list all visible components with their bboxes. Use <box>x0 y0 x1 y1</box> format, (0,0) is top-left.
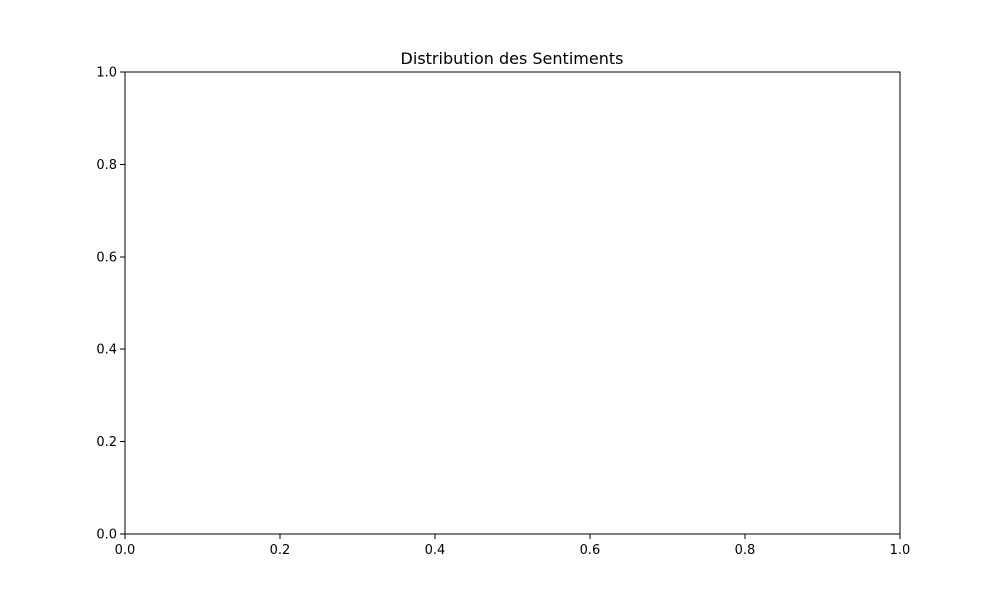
y-tick-label: 1.0 <box>96 66 117 81</box>
x-tick-label: 0.8 <box>735 543 756 558</box>
plot-area-frame <box>124 71 901 535</box>
y-tick-label: 0.2 <box>96 435 117 450</box>
x-axis: 0.0 0.2 0.4 0.6 0.8 1.0 <box>115 534 911 558</box>
x-tick-label: 0.6 <box>580 543 601 558</box>
y-tick-label: 0.0 <box>96 528 117 543</box>
x-tick-label: 0.0 <box>115 543 136 558</box>
x-tick-label: 0.2 <box>270 543 291 558</box>
x-tick-label: 0.4 <box>425 543 446 558</box>
y-tick-label: 0.6 <box>96 250 117 265</box>
chart-title: Distribution des Sentiments <box>401 49 624 68</box>
y-tick-label: 0.8 <box>96 158 117 173</box>
y-tick-label: 0.4 <box>96 343 117 358</box>
x-tick-label: 1.0 <box>890 543 911 558</box>
y-axis: 0.0 0.2 0.4 0.6 0.8 1.0 <box>96 66 125 543</box>
